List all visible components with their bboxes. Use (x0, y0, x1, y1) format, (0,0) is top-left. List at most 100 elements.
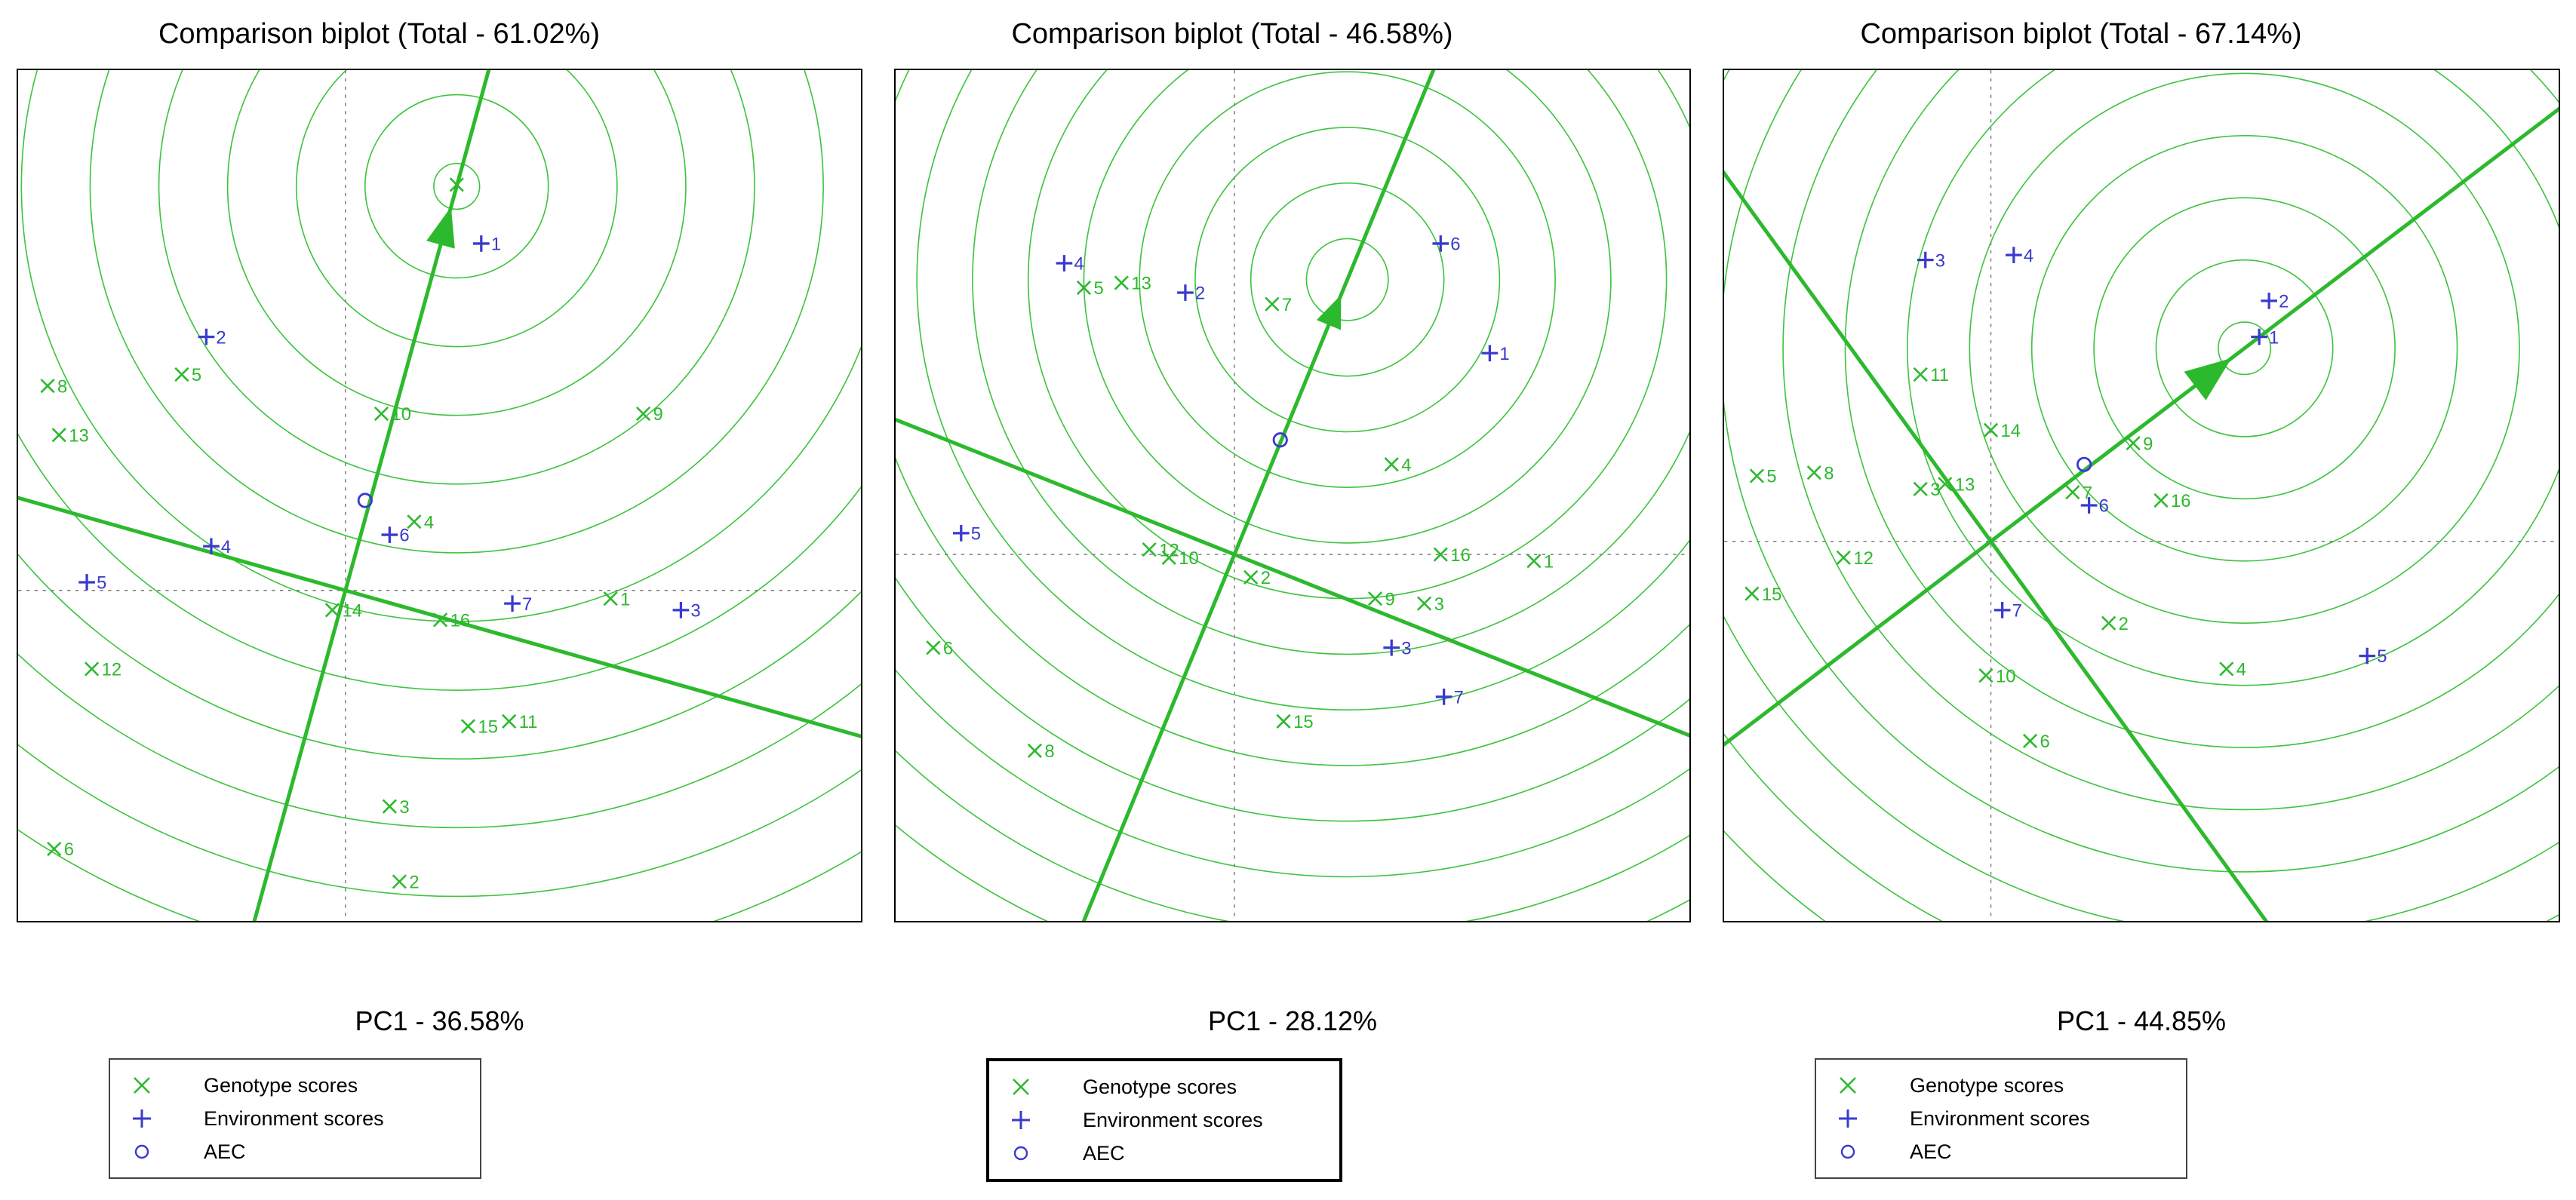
genotype-label: 10 (1179, 548, 1199, 569)
genotype-label: 5 (1093, 278, 1103, 299)
plot-title: Comparison biplot (Total - 61.02%) (158, 18, 601, 50)
genotype-marker (382, 799, 397, 814)
environment-label: 5 (971, 524, 981, 545)
aec-circle (972, 70, 1689, 655)
aec-circle (1139, 71, 1556, 488)
aec-ordinate-line (1724, 170, 2269, 921)
genotype-marker (2126, 435, 2141, 451)
environment-label: 1 (1499, 344, 1509, 364)
genotype-marker (1027, 743, 1042, 758)
x-axis-label: PC1 - 44.85% (2056, 1005, 2227, 1036)
genotype-label: 15 (478, 717, 498, 738)
genotype-label: 10 (1996, 666, 2016, 686)
genotype-label: 8 (57, 376, 67, 397)
legend-item-aec: AEC (128, 1137, 480, 1167)
environment-label: 7 (2012, 601, 2022, 621)
genotype-marker (2219, 661, 2234, 677)
aec-abscissa-line (1724, 106, 2559, 747)
genotype-marker (1913, 481, 1928, 496)
legend-item-environment: Environment scores (1007, 1105, 1339, 1135)
environment-label: 2 (1195, 284, 1205, 304)
circle-icon (134, 1144, 149, 1159)
aec-circle (1844, 70, 2559, 748)
x-icon (1840, 1077, 1856, 1094)
aec-circle (1305, 238, 1389, 321)
genotype-marker (2101, 615, 2116, 631)
legend: Genotype scores Environment scores AEC (109, 1058, 481, 1179)
legend-item-environment: Environment scores (128, 1103, 480, 1134)
genotype-label: 6 (2040, 732, 2050, 752)
genotype-marker (392, 874, 407, 889)
environment-label: 2 (216, 327, 226, 348)
legend-item-environment: Environment scores (1834, 1103, 2186, 1134)
genotype-marker (603, 591, 618, 606)
aec-circle (896, 577, 1689, 822)
genotype-label: 7 (1282, 295, 1292, 315)
genotype-marker (1161, 550, 1176, 566)
circle-icon (1840, 1144, 1855, 1159)
x-axis-label: PC1 - 36.58% (355, 1005, 524, 1036)
genotype-label: 9 (2143, 434, 2153, 454)
genotype-label: 15 (1762, 585, 1782, 605)
genotype-label: 4 (424, 512, 434, 532)
legend: Genotype scores Environment scores AEC (1815, 1058, 2187, 1179)
aec-circle (2218, 321, 2272, 376)
genotype-marker (1265, 296, 1280, 312)
genotype-label: 6 (64, 839, 74, 860)
plus-icon (1012, 1111, 1030, 1129)
circle-icon (1013, 1146, 1028, 1161)
genotype-label: 5 (192, 365, 201, 385)
aec-circle (364, 94, 549, 279)
aec-circle (896, 669, 1689, 878)
aec-circle (2155, 259, 2334, 437)
genotype-marker (460, 719, 476, 734)
genotype-label: 1 (1544, 551, 1554, 572)
genotype-marker (1114, 275, 1129, 290)
genotype-marker (373, 406, 389, 422)
genotype-marker (1938, 477, 1953, 492)
aec-circle (433, 162, 481, 210)
genotype-label: 6 (943, 638, 953, 658)
genotype-marker (1076, 280, 1092, 296)
genotype-label: 10 (392, 404, 412, 425)
legend-label: Environment scores (204, 1106, 384, 1130)
genotype-label: 13 (1955, 474, 1975, 495)
aec-circle (896, 70, 1689, 766)
genotype-label: 12 (102, 660, 122, 680)
plot-area: 5 8 13 10 9 4 14 16 1 12 15 11 3 2 6 1 2 4 6 5 7 3 (17, 69, 862, 922)
legend-label: Genotype scores (1083, 1075, 1237, 1098)
aec-marker (1272, 432, 1288, 448)
plot-title: Comparison biplot (Total - 67.14%) (1860, 18, 2302, 50)
genotype-label: 13 (1131, 274, 1151, 294)
genotype-marker (1913, 367, 1928, 382)
genotype-marker (1806, 465, 1821, 480)
environment-label: 4 (221, 537, 231, 557)
genotype-marker (2065, 485, 2080, 500)
aec-circle (1782, 70, 2559, 811)
genotype-label: 11 (519, 712, 538, 732)
environment-label: 3 (690, 601, 700, 621)
biplot-panel-3: Comparison biplot (Total - 67.14%) 11 14 9… (1723, 0, 2560, 1179)
legend-label: Environment scores (1910, 1106, 2090, 1130)
genotype-marker (1978, 668, 1993, 683)
genotype-label: 2 (409, 873, 419, 893)
genotype-marker (51, 428, 66, 443)
genotype-marker (1836, 550, 1851, 566)
aec-arrow (426, 207, 455, 249)
genotype-label: 5 (1766, 467, 1776, 487)
genotype-label: 3 (1930, 480, 1940, 500)
genotype-label: 13 (69, 425, 89, 446)
genotype-label: 4 (2236, 660, 2246, 680)
genotype-marker (1749, 468, 1764, 483)
aec-circle (1194, 127, 1501, 433)
genotype-marker (1433, 547, 1448, 562)
genotype-marker (1983, 422, 1999, 437)
aec-circle (896, 750, 1689, 921)
genotype-marker (47, 841, 62, 857)
aec-circle (1250, 182, 1445, 377)
aec-abscissa-line (252, 70, 491, 921)
genotype-marker (1142, 542, 1157, 557)
genotype-label: 15 (1293, 712, 1314, 732)
environment-label: 4 (2024, 246, 2033, 266)
legend-label: AEC (204, 1140, 246, 1163)
